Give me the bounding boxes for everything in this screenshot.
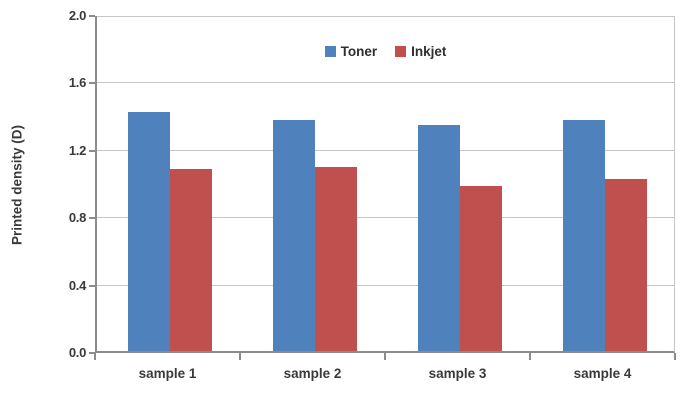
x-axis-tick-mark — [674, 353, 676, 360]
plot-area: Toner Inkjet — [95, 16, 675, 353]
x-axis-tick-mark — [94, 353, 96, 360]
gridline — [97, 16, 674, 17]
y-axis-tick-mark — [89, 15, 95, 17]
y-axis-tick-mark — [89, 149, 95, 152]
legend-label-toner: Toner — [340, 44, 378, 59]
bar-toner-sample-1 — [127, 111, 170, 351]
gridline — [97, 82, 674, 84]
bar-inkjet-sample-3 — [459, 185, 502, 351]
legend: Toner Inkjet — [97, 44, 674, 59]
legend-label-inkjet: Inkjet — [411, 44, 447, 59]
y-axis-tick-label: 0.8 — [68, 210, 86, 226]
legend-item-toner: Toner — [324, 44, 378, 59]
bar-inkjet-sample-1 — [169, 169, 212, 351]
y-axis-tick-mark — [89, 284, 95, 287]
y-axis-tick-mark — [89, 82, 95, 85]
x-axis-category-label: sample 3 — [428, 366, 487, 381]
toner-swatch-icon — [324, 46, 336, 57]
y-axis-tick-label: 1.2 — [68, 142, 86, 158]
inkjet-swatch-icon — [395, 46, 407, 57]
x-axis-tick-mark — [239, 353, 241, 360]
y-axis-tick-mark — [89, 352, 95, 354]
bar-toner-sample-2 — [272, 120, 315, 351]
bar-inkjet-sample-2 — [314, 167, 357, 351]
legend-item-inkjet: Inkjet — [395, 44, 446, 59]
bar-toner-sample-4 — [562, 120, 605, 351]
bar-toner-sample-3 — [417, 125, 460, 351]
gridline — [97, 149, 674, 151]
y-axis-tick-mark — [89, 217, 95, 220]
x-axis-tick-mark — [384, 353, 386, 360]
y-axis-tick-label: 1.6 — [68, 75, 86, 91]
x-axis-category-label: sample 4 — [573, 366, 632, 381]
gridline — [97, 284, 674, 286]
y-axis-tick-label: 2.0 — [68, 8, 86, 23]
x-axis-category-label: sample 1 — [138, 366, 197, 381]
y-axis-tick-label: 0.0 — [68, 345, 86, 360]
y-axis-title: Printed density (D) — [9, 124, 25, 246]
x-axis-tick-mark — [529, 353, 531, 360]
y-axis-tick-label: 0.4 — [68, 277, 86, 293]
x-axis-category-label: sample 2 — [283, 366, 342, 381]
gridline — [97, 217, 674, 219]
bar-inkjet-sample-4 — [604, 179, 647, 351]
